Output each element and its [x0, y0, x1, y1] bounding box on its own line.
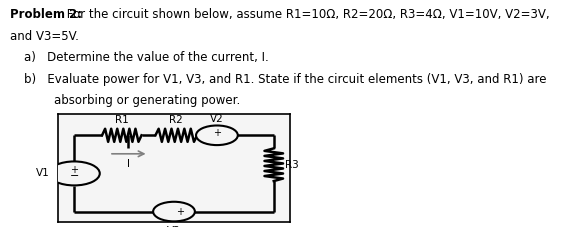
Circle shape [196, 126, 238, 145]
Text: b)   Evaluate power for V1, V3, and R1. State if the circuit elements (V1, V3, a: b) Evaluate power for V1, V3, and R1. St… [24, 73, 547, 86]
Text: R1: R1 [115, 116, 129, 126]
Text: +: + [213, 128, 221, 138]
Text: −: − [70, 171, 79, 181]
Text: and V3=5V.: and V3=5V. [10, 30, 79, 42]
Text: V3: V3 [167, 226, 181, 227]
Circle shape [153, 202, 195, 221]
Text: absorbing or generating power.: absorbing or generating power. [24, 94, 241, 107]
Text: +: + [70, 165, 78, 175]
Text: V2: V2 [210, 114, 224, 124]
Circle shape [49, 161, 100, 185]
Text: a)   Determine the value of the current, I.: a) Determine the value of the current, I… [24, 51, 269, 64]
Text: +: + [176, 207, 184, 217]
Text: V1: V1 [36, 168, 50, 178]
Text: R2: R2 [169, 116, 183, 126]
Text: I: I [127, 159, 130, 169]
Text: For the circuit shown below, assume R1=10Ω, R2=20Ω, R3=4Ω, V1=10V, V2=3V,: For the circuit shown below, assume R1=1… [63, 8, 549, 21]
Text: Problem 2:: Problem 2: [10, 8, 82, 21]
Text: R3: R3 [285, 160, 299, 170]
